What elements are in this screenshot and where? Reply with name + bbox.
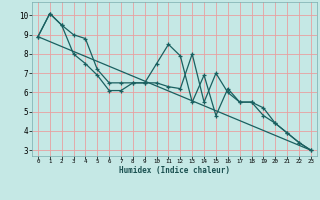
X-axis label: Humidex (Indice chaleur): Humidex (Indice chaleur) (119, 166, 230, 175)
